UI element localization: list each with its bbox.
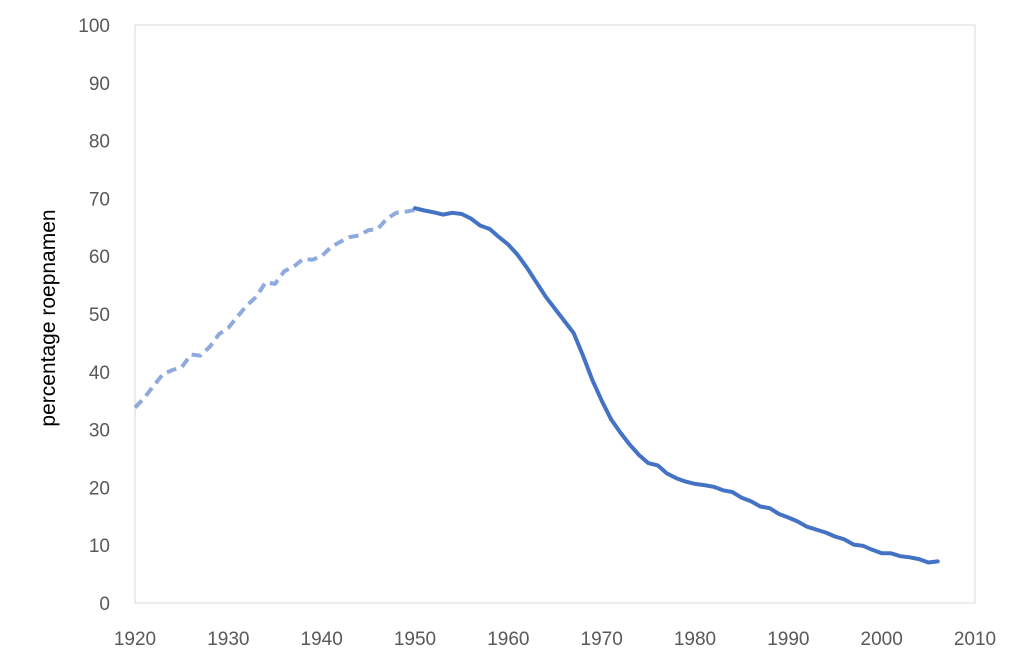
- y-tick-label: 100: [78, 16, 110, 37]
- series-layer: [133, 206, 940, 565]
- x-tick-label: 2010: [954, 629, 996, 650]
- y-tick-label: 80: [89, 132, 110, 153]
- y-tick-label: 90: [89, 74, 110, 95]
- y-tick-label: 50: [89, 305, 110, 326]
- x-tick-label: 1930: [207, 629, 249, 650]
- y-tick-label: 70: [89, 189, 110, 210]
- y-tick-label: 40: [89, 363, 110, 384]
- y-tick-label: 0: [99, 594, 110, 615]
- y-tick-label: 60: [89, 247, 110, 268]
- y-tick-label: 20: [89, 478, 110, 499]
- x-tick-label: 1950: [394, 629, 436, 650]
- series-line-solid: [413, 206, 940, 565]
- y-axis-tick-labels: 0 10 20 30 40 50 60 70 80 90 100: [78, 16, 110, 615]
- series-line-dashed: [133, 208, 416, 409]
- x-tick-label: 1980: [674, 629, 716, 650]
- y-axis-title: percentage roepnamen: [37, 209, 60, 426]
- x-axis-tick-labels: 1920 1930 1940 1950 1960 1970 1980 1990 2000 2010: [114, 629, 996, 650]
- x-tick-label: 1990: [767, 629, 809, 650]
- y-tick-label: 30: [89, 421, 110, 442]
- x-tick-label: 2000: [861, 629, 903, 650]
- x-tick-label: 1970: [581, 629, 623, 650]
- x-tick-label: 1940: [301, 629, 343, 650]
- x-tick-label: 1920: [114, 629, 156, 650]
- x-tick-label: 1960: [487, 629, 529, 650]
- y-tick-label: 10: [89, 536, 110, 557]
- plot-area-frame: [134, 24, 976, 604]
